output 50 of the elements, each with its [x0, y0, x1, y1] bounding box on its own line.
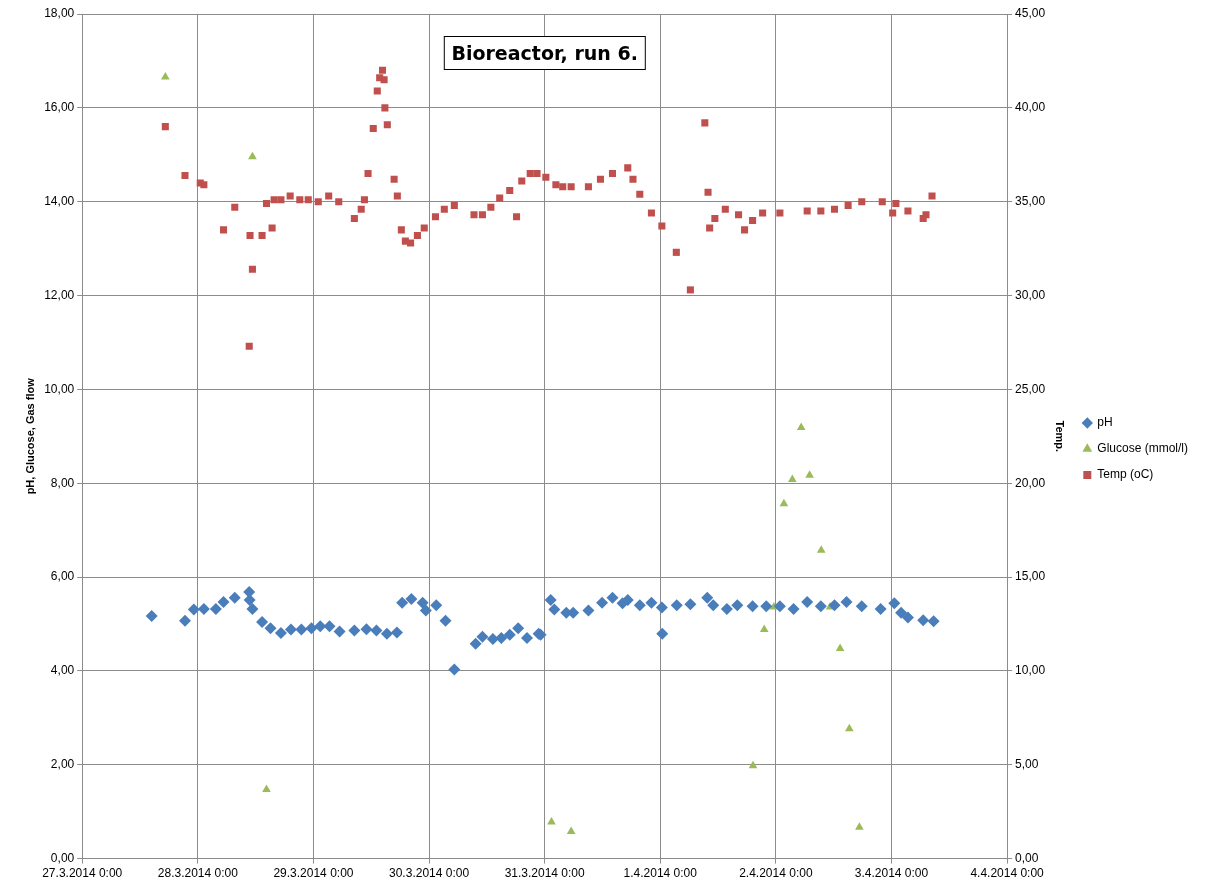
y2-tick-label: 20,00 — [1015, 475, 1046, 490]
x-tick-label: 4.4.2014 0:00 — [970, 866, 1045, 881]
x-tick-label: 30.3.2014 0:00 — [389, 866, 470, 881]
point — [547, 817, 556, 825]
point — [779, 498, 789, 507]
legend-label: Glucose (mmol/l) — [1097, 441, 1189, 456]
x-tick-label: 29.3.2014 0:00 — [273, 866, 354, 881]
x-tick-label: 1.4.2014 0:00 — [623, 866, 698, 881]
y-tick-label: 2,00 — [50, 757, 75, 772]
y-tick-label: 10,00 — [44, 381, 75, 396]
point — [845, 723, 854, 732]
x-tick-label: 31.3.2014 0:00 — [504, 866, 586, 881]
y2-tick-label: 10,00 — [1015, 663, 1046, 678]
y2-axis-title: Temp. — [1053, 420, 1066, 453]
point — [160, 71, 170, 80]
y-tick-label: 14,00 — [44, 194, 75, 208]
x-tick-label: 3.4.2014 0:00 — [854, 866, 929, 881]
y2-tick-label: 5,00 — [1015, 757, 1039, 772]
point — [262, 784, 271, 793]
legend-label: Temp (oC) — [1097, 467, 1154, 482]
y2-tick-label: 45,00 — [1015, 6, 1046, 21]
y2-tick-label: 15,00 — [1015, 569, 1046, 584]
legend-label: pH — [1097, 415, 1113, 430]
point — [759, 624, 769, 633]
y2-tick-label: 40,00 — [1015, 100, 1046, 115]
y-tick-label: 6,00 — [50, 569, 75, 584]
point — [855, 822, 864, 830]
point — [816, 545, 826, 553]
point — [796, 422, 806, 430]
y-tick-label: 4,00 — [50, 663, 75, 678]
point — [835, 643, 845, 651]
y-tick-label: 16,00 — [44, 100, 75, 115]
y-tick-label: 12,00 — [44, 287, 75, 302]
y2-tick-label: 25,00 — [1015, 381, 1046, 396]
y2-tick-label: 0,00 — [1015, 850, 1039, 865]
y2-tick-label: 30,00 — [1015, 287, 1046, 302]
x-tick-label: 2.4.2014 0:00 — [739, 866, 813, 881]
point — [248, 151, 257, 160]
point — [788, 474, 797, 482]
y-tick-label: 18,00 — [44, 6, 75, 21]
text: Bioreactor, run 6. — [443, 36, 646, 70]
x-tick-label: 28.3.2014 0:00 — [157, 866, 239, 881]
point — [748, 760, 758, 769]
point — [805, 470, 814, 478]
x-tick-label: 27.3.2014 0:00 — [42, 866, 123, 881]
y2-tick-label: 35,00 — [1015, 194, 1046, 208]
point — [566, 826, 576, 834]
y-tick-label: 0,00 — [50, 850, 75, 865]
y-axis-title: pH, Glucose, Gas flow — [23, 377, 36, 495]
y-tick-label: 8,00 — [50, 475, 75, 490]
